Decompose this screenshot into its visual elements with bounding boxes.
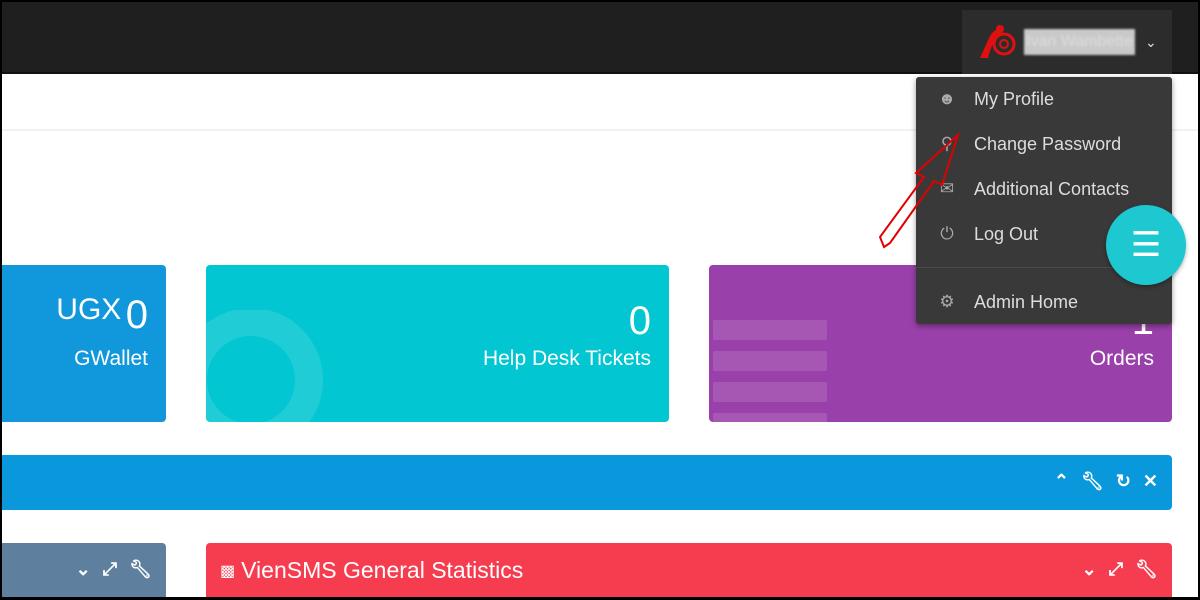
orders-label: Orders — [1089, 347, 1154, 370]
life-ring-icon — [206, 310, 323, 422]
menu-item-label: Change Password — [974, 133, 1122, 154]
user-dropdown-menu: ☻ My Profile ⚲ Change Password ✉ Additional… — [916, 77, 1172, 324]
bar-chart-icon: ▩ — [220, 562, 236, 580]
wallet-label: GWallet — [74, 347, 148, 370]
wrench-icon[interactable]: 🔧︎ — [129, 559, 152, 579]
company-logo-icon — [980, 25, 1016, 58]
gwallet-card[interactable]: UGX 0 GWallet — [2, 265, 166, 422]
stats-panel-header: ▩ VienSMS General Statistics ⌄ ⤢ 🔧︎ — [206, 543, 1172, 597]
divider — [2, 129, 1198, 131]
menu-item-label: Additional Contacts — [974, 178, 1130, 199]
collapse-up-icon[interactable]: ⌃ — [1053, 471, 1069, 491]
power-icon: ⏻ — [940, 224, 954, 243]
menu-item-label: My Profile — [974, 88, 1055, 109]
left-panel-header: ⌄ ⤢ 🔧︎ — [2, 543, 166, 597]
help-desk-card[interactable]: 0 Help Desk Tickets — [206, 265, 669, 422]
expand-icon[interactable]: ⤢ — [1108, 559, 1124, 579]
user-menu-toggle[interactable]: Ivan Wambette ⌄ — [962, 10, 1172, 74]
menu-item-additional-contacts[interactable]: ✉ Additional Contacts — [916, 169, 1172, 209]
widget-header-bar: ⌃ 🔧︎ ↻ ✕ — [2, 455, 1172, 510]
user-name: Ivan Wambette — [1024, 29, 1136, 55]
close-icon[interactable]: ✕ — [1142, 471, 1158, 491]
tickets-label: Help Desk Tickets — [482, 347, 651, 370]
cogs-icon: ⚙ — [939, 292, 955, 311]
wrench-icon[interactable]: 🔧︎ — [1080, 471, 1104, 491]
menu-item-admin-home[interactable]: ⚙ Admin Home — [916, 282, 1172, 322]
collapse-down-icon[interactable]: ⌄ — [1081, 559, 1097, 579]
floating-menu-button[interactable]: ☰ — [1106, 205, 1186, 285]
wrench-icon[interactable]: 🔧︎ — [1135, 559, 1158, 579]
stats-panel-title: VienSMS General Statistics — [241, 557, 524, 583]
menu-item-label: Log Out — [974, 223, 1039, 244]
menu-divider — [916, 267, 1172, 268]
menu-item-label: Admin Home — [974, 291, 1079, 312]
annotation-arrow-icon — [878, 131, 961, 249]
menu-item-log-out[interactable]: ⏻ Log Out — [916, 214, 1172, 254]
menu-item-my-profile[interactable]: ☻ My Profile — [916, 79, 1172, 119]
wallet-currency: UGX — [56, 293, 122, 326]
hamburger-icon: ☰ — [1130, 226, 1162, 264]
user-icon: ☻ — [938, 89, 956, 108]
expand-icon[interactable]: ⤢ — [102, 559, 118, 579]
chevron-down-icon: ⌄ — [1145, 33, 1157, 50]
tickets-value: 0 — [628, 299, 651, 343]
refresh-icon[interactable]: ↻ — [1115, 471, 1131, 491]
collapse-down-icon[interactable]: ⌄ — [75, 559, 91, 579]
list-icon — [713, 320, 827, 422]
top-navbar: Ivan Wambette ⌄ — [2, 2, 1198, 74]
wallet-value: 0 — [125, 293, 148, 337]
